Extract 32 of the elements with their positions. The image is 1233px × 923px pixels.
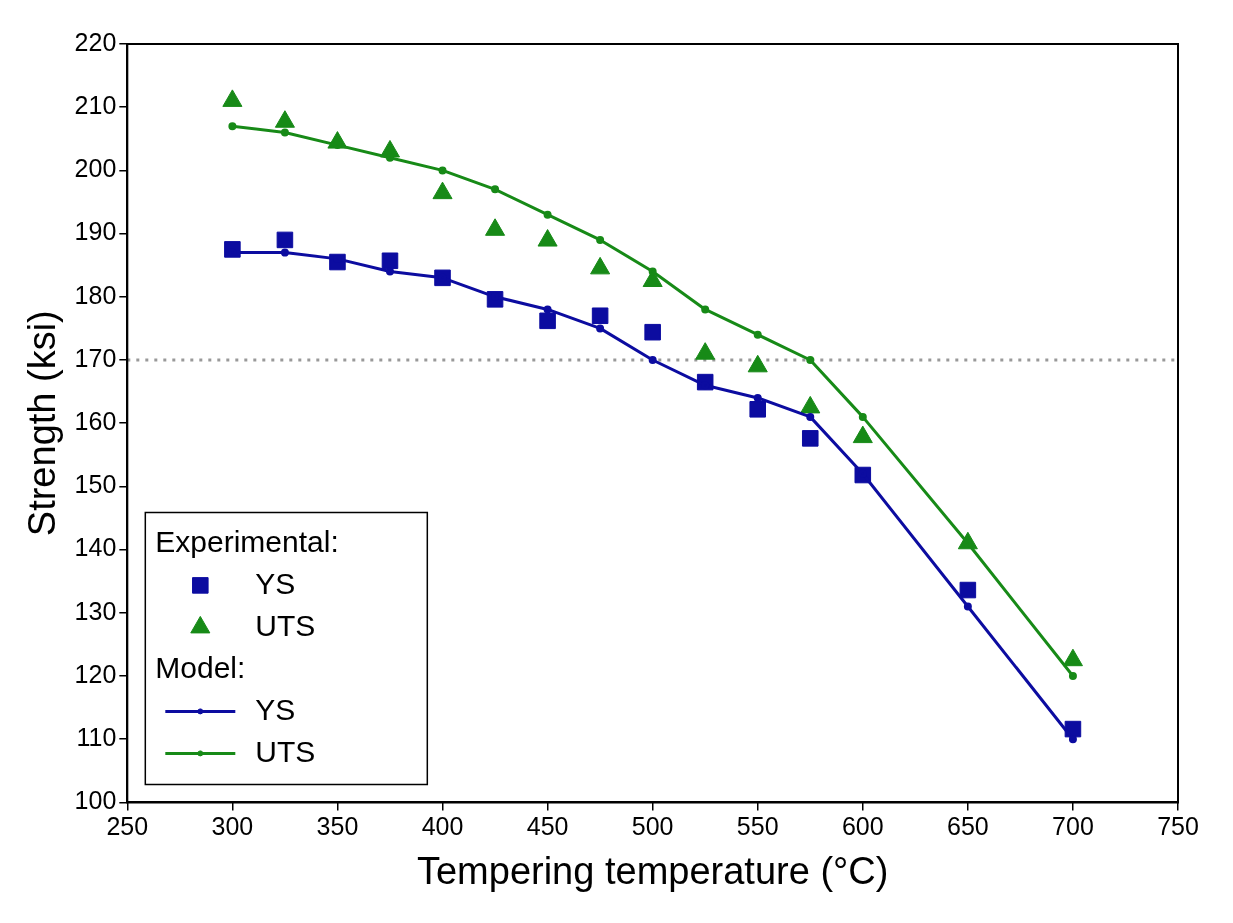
x-tick-label: 500	[631, 812, 674, 841]
annotation: Model:	[155, 650, 246, 684]
y-tick-label: 160	[74, 407, 117, 436]
x-tick-label: 250	[106, 812, 149, 841]
x-tick-label: 400	[421, 812, 464, 841]
x-tick-label: 450	[526, 812, 569, 841]
x-tick-label: 650	[947, 812, 989, 841]
y-tick-label: 210	[74, 91, 117, 120]
y-tick-label: 150	[74, 470, 117, 499]
legend-label: UTS	[255, 734, 316, 768]
legend-title: Experimental:	[155, 524, 339, 558]
y-tick-label: 130	[74, 596, 117, 625]
y-tick-label: 120	[74, 659, 117, 688]
x-tick-label: 300	[211, 812, 254, 841]
x-tick-label: 550	[736, 812, 779, 841]
legend-label: YS	[255, 566, 296, 600]
x-axis-title: Tempering temperature (°C)	[416, 849, 889, 892]
y-tick-label: 170	[74, 343, 117, 372]
y-tick-label: 110	[76, 723, 117, 752]
legend-label: UTS	[255, 608, 316, 642]
y-tick-label: 190	[74, 217, 117, 246]
y-tick-label: 140	[74, 533, 117, 562]
y-axis-title: Strength (ksi)	[21, 310, 64, 537]
x-tick-label: 700	[1052, 812, 1094, 841]
y-tick-label: 220	[74, 27, 117, 56]
x-tick-label: 600	[841, 812, 884, 841]
x-tick-label: 350	[316, 812, 359, 841]
y-tick-label: 100	[74, 786, 117, 815]
legend-label: YS	[255, 692, 296, 726]
y-tick-label: 200	[74, 154, 117, 183]
x-tick-label: 750	[1157, 812, 1199, 841]
y-tick-label: 180	[74, 280, 117, 309]
